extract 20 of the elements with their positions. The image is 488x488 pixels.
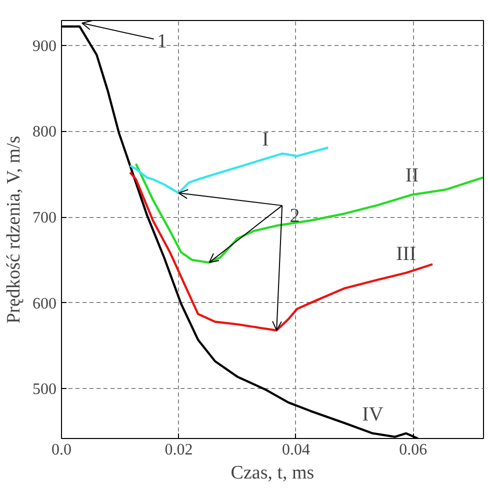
annotation: IV bbox=[362, 403, 384, 426]
x-tick-label: 0.04 bbox=[282, 442, 310, 458]
line-series bbox=[62, 25, 419, 438]
annotation: I bbox=[262, 128, 269, 151]
y-tick-label: 900 bbox=[32, 38, 56, 55]
x-axis-title: Czas, t, ms bbox=[230, 462, 314, 484]
line-series bbox=[128, 146, 330, 194]
line-series bbox=[134, 162, 484, 264]
x-tick-label: 0.06 bbox=[399, 442, 428, 458]
annotation: II bbox=[405, 164, 419, 187]
x-tick-label: 0.0 bbox=[52, 442, 72, 458]
y-tick-label: 600 bbox=[32, 295, 56, 312]
annotation: III bbox=[396, 242, 416, 265]
x-tick-label: 0.02 bbox=[164, 442, 193, 458]
y-axis-title: Prędkość rdzenia, V, m/s bbox=[4, 136, 24, 324]
y-tick-label: 700 bbox=[32, 210, 56, 227]
y-tick-label: 500 bbox=[32, 381, 56, 398]
annotation: 2 bbox=[290, 205, 300, 228]
annotation: 1 bbox=[157, 30, 168, 53]
y-tick-label: 800 bbox=[32, 124, 56, 141]
